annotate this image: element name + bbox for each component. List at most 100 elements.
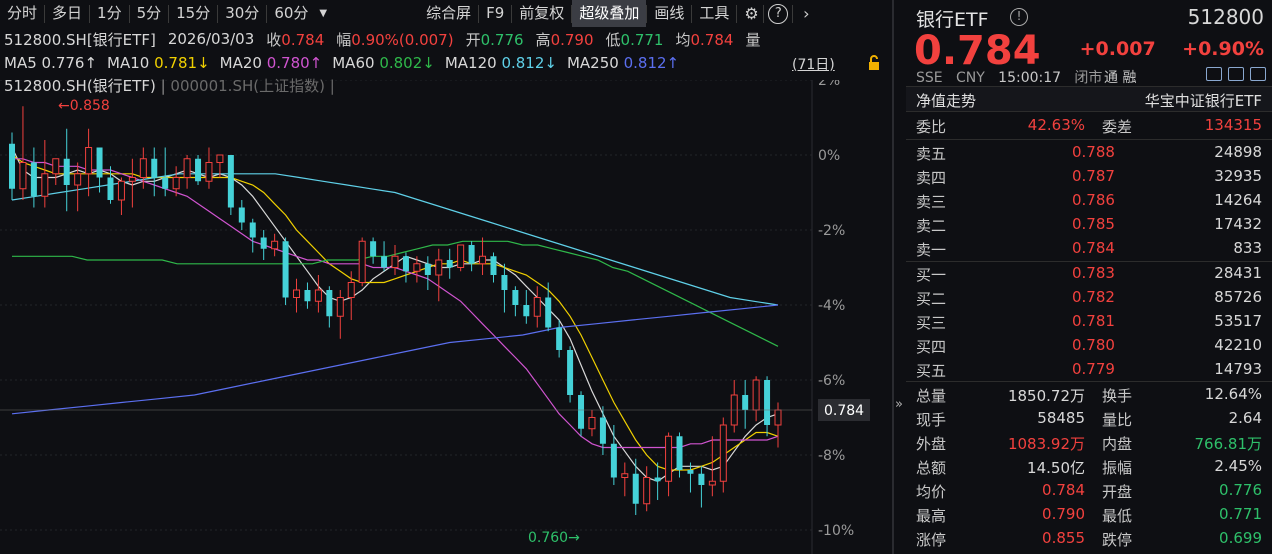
ask-row[interactable]: 卖一 0.784 833 <box>906 237 1272 261</box>
y-tick-label: -6% <box>818 373 845 389</box>
weicha-label: 委差 <box>1102 118 1133 136</box>
candle-body <box>205 162 213 182</box>
days-range-button[interactable]: (71日) <box>792 57 835 73</box>
candle-body <box>128 177 136 182</box>
ma-legend-item: MA120 0.812↓ <box>445 54 557 72</box>
help-icon[interactable]: ? <box>768 3 789 24</box>
quote-panel: 银行ETF ! 512800 0.784 +0.007 +0.90% SSE C… <box>906 0 1272 554</box>
weibi-row: 委比 42.63% 委差 134315 <box>906 114 1272 138</box>
ask-row[interactable]: 卖二 0.785 17432 <box>906 213 1272 237</box>
current-price-tag <box>818 399 870 421</box>
tool-button[interactable]: 工具 <box>699 4 730 22</box>
stat-label: 振幅 <box>1102 459 1133 477</box>
alert-icon[interactable] <box>1228 67 1244 81</box>
bid-row[interactable]: 买三 0.781 53517 <box>906 310 1272 334</box>
bid-row[interactable]: 买一 0.783 28431 <box>906 262 1272 286</box>
nav-trend-link[interactable]: 净值走势 <box>916 92 977 110</box>
candle-body <box>9 143 15 189</box>
bid-row[interactable]: 买四 0.780 42210 <box>906 334 1272 358</box>
candle-body <box>227 155 234 208</box>
stat-value: 2.45% <box>1214 457 1262 475</box>
edit-icon[interactable] <box>1206 67 1222 81</box>
ask-row[interactable]: 卖三 0.786 14264 <box>906 189 1272 213</box>
candle-body <box>599 417 606 444</box>
period-dropdown-icon[interactable]: ▼ <box>319 8 328 19</box>
candle-body <box>687 470 694 474</box>
tool-button[interactable]: 前复权 <box>519 4 565 22</box>
candle-body <box>216 154 224 163</box>
time-label: 15:00:17 <box>998 70 1062 86</box>
divider <box>906 139 1272 140</box>
candle-body <box>96 147 103 178</box>
candle-body <box>63 158 70 185</box>
stat-value: 1850.72万 <box>1007 387 1085 405</box>
period-tab[interactable]: 5分 <box>136 4 162 22</box>
candle-body <box>85 147 93 175</box>
bid-level-label: 买四 <box>916 338 947 356</box>
y-tick-label: 0% <box>818 148 840 164</box>
y-tick-label: -4% <box>818 298 845 314</box>
share-icon[interactable] <box>1250 67 1266 81</box>
candle-body <box>195 158 202 182</box>
margin-flag: 通 融 <box>1104 70 1137 86</box>
info-icon[interactable]: ! <box>1010 8 1028 26</box>
candle-body <box>271 240 279 250</box>
gear-icon[interactable]: ⚙ <box>744 4 759 23</box>
ask-volume: 17432 <box>1214 215 1262 233</box>
symbol-label: 512800.SH[银行ETF] <box>4 30 156 49</box>
chevron-right-icon[interactable]: › <box>803 4 810 23</box>
stat-label: 总量 <box>916 387 947 405</box>
ask-level-label: 卖一 <box>916 241 947 259</box>
period-tab[interactable]: 60分 <box>274 4 309 22</box>
tool-button[interactable]: F9 <box>486 4 505 22</box>
nav-row[interactable]: 净值走势 华宝中证银行ETF <box>906 86 1272 112</box>
high-label: 高 <box>535 30 551 49</box>
candle-body <box>490 256 497 275</box>
candle-body <box>621 473 629 478</box>
candle-body <box>764 380 771 425</box>
low-group: 低0.771 <box>606 29 664 50</box>
candle-body <box>698 473 705 485</box>
bid-price: 0.781 <box>1072 312 1115 330</box>
panel-icons <box>1206 67 1266 81</box>
tool-button[interactable]: 综合屏 <box>426 4 472 22</box>
period-tab[interactable]: 30分 <box>225 4 260 22</box>
ask-row[interactable]: 卖四 0.787 32935 <box>906 165 1272 189</box>
y-tick-label: -10% <box>818 523 854 539</box>
lock-icon[interactable] <box>866 55 882 71</box>
bid-row[interactable]: 买二 0.782 85726 <box>906 286 1272 310</box>
low-value: 0.771 <box>620 30 664 49</box>
candle-body <box>391 255 399 268</box>
period-tab[interactable]: 多日 <box>52 4 83 22</box>
ma-line-ma5 <box>11 147 779 482</box>
panel-divider[interactable] <box>892 0 894 554</box>
candle-body <box>260 237 267 249</box>
ma-legend-item: MA5 0.776↑ <box>4 54 97 72</box>
expand-arrow-icon[interactable]: » <box>895 397 903 412</box>
period-tab[interactable]: 15分 <box>176 4 211 22</box>
toolbar-separator <box>571 4 573 23</box>
divider <box>906 261 1272 262</box>
ma-value: 0.780↑ <box>266 54 323 72</box>
bid-row[interactable]: 买五 0.779 14793 <box>906 358 1272 382</box>
ma-legend: MA5 0.776↑ MA10 0.781↓ MA20 0.780↑ MA60 0.8… <box>4 52 679 74</box>
tool-button[interactable]: 超级叠加 <box>572 0 647 27</box>
bid-volume: 53517 <box>1214 312 1262 330</box>
stat-value: 0.784 <box>1042 481 1085 499</box>
ask-row[interactable]: 卖五 0.788 24898 <box>906 141 1272 165</box>
candle-body <box>567 350 574 395</box>
weibi-value: 42.63% <box>1027 116 1085 134</box>
avg-value: 0.784 <box>690 30 734 49</box>
bid-level-label: 买一 <box>916 266 947 284</box>
candlestick-chart[interactable]: 2% 0% -2% -4% -6% -8% -10% 0.784 ←0.858 0.760→ <box>0 80 892 554</box>
candle-body <box>249 222 256 238</box>
candle-body <box>774 409 782 426</box>
period-tab[interactable]: 分时 <box>7 4 38 22</box>
toolbar-separator <box>763 4 765 23</box>
toolbar-separator <box>266 4 268 23</box>
stats-row: 均价 0.784 开盘 0.776 <box>906 479 1272 503</box>
tool-button[interactable]: 画线 <box>654 4 685 22</box>
high-group: 高0.790 <box>536 29 594 50</box>
amp-label: 幅 <box>336 30 352 49</box>
period-tab[interactable]: 1分 <box>97 4 122 22</box>
